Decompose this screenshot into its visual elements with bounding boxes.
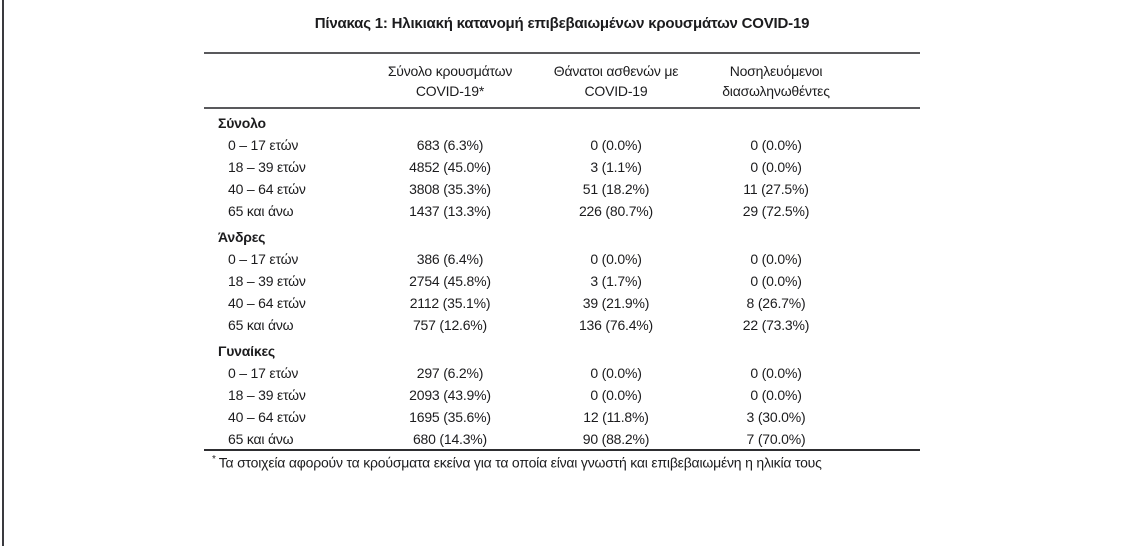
table-row: 40 – 64 ετών 3808 (35.3%) 51 (18.2%) 11 … [204, 178, 920, 200]
table-row: 18 – 39 ετών 2754 (45.8%) 3 (1.7%) 0 (0.… [204, 270, 920, 292]
section-row-total: Σύνολο [204, 108, 920, 134]
section-row-women: Γυναίκες [204, 336, 920, 362]
cell-spacer [856, 270, 920, 292]
header-intubated: Νοσηλευόμενοι διασωληνωθέντες [696, 53, 856, 109]
cell-age-label: 18 – 39 ετών [228, 159, 306, 175]
footnote-asterisk: * [212, 454, 216, 465]
cell-cases: 297 (6.2%) [416, 365, 484, 381]
table-row: 0 – 17 ετών 297 (6.2%) 0 (0.0%) 0 (0.0%) [204, 362, 920, 384]
cell-cases: 3808 (35.3%) [409, 181, 491, 197]
footnote-text: Τα στοιχεία αφορούν τα κρούσματα εκείνα … [218, 454, 822, 471]
header-deaths-line1: Θάνατοι ασθενών με [553, 63, 679, 79]
cell-spacer [856, 178, 920, 200]
cell-deaths: 0 (0.0%) [590, 137, 642, 153]
cell-cases: 757 (12.6%) [412, 317, 488, 333]
cell-age-label: 18 – 39 ετών [228, 273, 306, 289]
cell-age-label: 65 και άνω [228, 317, 294, 333]
header-total-cases-line1: Σύνολο κρουσμάτων [387, 63, 513, 79]
table-row: 65 και άνω 680 (14.3%) 90 (88.2%) 7 (70.… [204, 428, 920, 450]
cell-intubated: 0 (0.0%) [750, 387, 802, 403]
page-left-border [2, 0, 4, 546]
cell-cases: 2754 (45.8%) [409, 273, 491, 289]
cell-age-label: 0 – 17 ετών [228, 251, 299, 267]
cell-intubated: 0 (0.0%) [750, 137, 802, 153]
cell-deaths: 3 (1.7%) [590, 273, 642, 289]
cell-spacer [856, 248, 920, 270]
table-row: 0 – 17 ετών 386 (6.4%) 0 (0.0%) 0 (0.0%) [204, 248, 920, 270]
cell-intubated: 22 (73.3%) [742, 317, 810, 333]
table-row: 40 – 64 ετών 2112 (35.1%) 39 (21.9%) 8 (… [204, 292, 920, 314]
cell-age-label: 0 – 17 ετών [228, 365, 299, 381]
header-intubated-line1: Νοσηλευόμενοι [729, 63, 823, 79]
cell-intubated: 0 (0.0%) [750, 273, 802, 289]
cell-spacer [856, 156, 920, 178]
table-row: 65 και άνω 757 (12.6%) 136 (76.4%) 22 (7… [204, 314, 920, 336]
header-spacer-cell [856, 53, 920, 109]
table-row: 18 – 39 ετών 4852 (45.0%) 3 (1.1%) 0 (0.… [204, 156, 920, 178]
cell-spacer [856, 428, 920, 450]
cell-deaths: 12 (11.8%) [583, 409, 649, 425]
cell-deaths: 0 (0.0%) [590, 387, 642, 403]
cell-cases: 1695 (35.6%) [409, 409, 491, 425]
cell-spacer [856, 406, 920, 428]
cell-cases: 4852 (45.0%) [409, 159, 491, 175]
cell-cases: 2112 (35.1%) [409, 295, 491, 311]
cell-intubated: 7 (70.0%) [746, 430, 806, 447]
cell-age-label: 40 – 64 ετών [228, 181, 306, 197]
cell-intubated: 11 (27.5%) [743, 181, 809, 197]
cell-deaths: 90 (88.2%) [582, 430, 650, 447]
cell-deaths: 51 (18.2%) [582, 181, 650, 197]
table-footnote: * Τα στοιχεία αφορούν τα κρούσματα εκείνα… [204, 454, 920, 471]
cell-age-label: 40 – 64 ετών [228, 295, 306, 311]
cell-deaths: 0 (0.0%) [590, 251, 642, 267]
section-row-men: Άνδρες [204, 222, 920, 248]
cell-deaths: 39 (21.9%) [582, 295, 650, 311]
cell-spacer [856, 314, 920, 336]
section-label: Άνδρες [218, 229, 266, 245]
cell-spacer [856, 292, 920, 314]
section-label: Σύνολο [218, 115, 266, 131]
header-empty-cell [204, 53, 364, 109]
table-title: Πίνακας 1: Ηλικιακή κατανομή επιβεβαιωμέ… [314, 15, 810, 32]
header-intubated-line2: διασωληνωθέντες [722, 83, 830, 99]
cell-spacer [856, 384, 920, 406]
table-row: 18 – 39 ετών 2093 (43.9%) 0 (0.0%) 0 (0.… [204, 384, 920, 406]
header-total-cases-line2: COVID-19* [415, 83, 485, 99]
cell-spacer [856, 134, 920, 156]
cell-age-label: 18 – 39 ετών [228, 387, 306, 403]
section-label: Γυναίκες [218, 343, 275, 359]
cell-age-label: 0 – 17 ετών [228, 137, 299, 153]
cell-cases: 1437 (13.3%) [409, 203, 491, 219]
cell-intubated: 3 (30.0%) [746, 409, 806, 425]
cell-cases: 386 (6.4%) [416, 251, 484, 267]
cell-intubated: 0 (0.0%) [750, 365, 802, 381]
cell-deaths: 136 (76.4%) [578, 317, 654, 333]
cell-age-label: 40 – 64 ετών [228, 409, 306, 425]
header-total-cases: Σύνολο κρουσμάτων COVID-19* [364, 53, 536, 109]
cell-spacer [856, 362, 920, 384]
cell-cases: 2093 (43.9%) [409, 387, 491, 403]
covid-age-distribution-table: Σύνολο κρουσμάτων COVID-19* Θάνατοι ασθε… [204, 52, 920, 451]
table-row: 40 – 64 ετών 1695 (35.6%) 12 (11.8%) 3 (… [204, 406, 920, 428]
report-table-block: Πίνακας 1: Ηλικιακή κατανομή επιβεβαιωμέ… [204, 0, 920, 471]
cell-deaths: 3 (1.1%) [590, 159, 642, 175]
cell-cases: 683 (6.3%) [416, 137, 484, 153]
table-row: 65 και άνω 1437 (13.3%) 226 (80.7%) 29 (… [204, 200, 920, 222]
cell-age-label: 65 και άνω [228, 430, 294, 447]
table-row: 0 – 17 ετών 683 (6.3%) 0 (0.0%) 0 (0.0%) [204, 134, 920, 156]
cell-intubated: 0 (0.0%) [750, 159, 802, 175]
cell-spacer [856, 200, 920, 222]
cell-intubated: 29 (72.5%) [742, 203, 810, 219]
cell-deaths: 226 (80.7%) [578, 203, 654, 219]
header-deaths-line2: COVID-19 [584, 83, 648, 99]
cell-cases: 680 (14.3%) [412, 430, 488, 447]
cell-intubated: 8 (26.7%) [746, 295, 806, 311]
cell-age-label: 65 και άνω [228, 203, 294, 219]
cell-intubated: 0 (0.0%) [750, 251, 802, 267]
header-deaths: Θάνατοι ασθενών με COVID-19 [536, 53, 696, 109]
cell-deaths: 0 (0.0%) [590, 365, 642, 381]
header-row: Σύνολο κρουσμάτων COVID-19* Θάνατοι ασθε… [204, 53, 920, 109]
